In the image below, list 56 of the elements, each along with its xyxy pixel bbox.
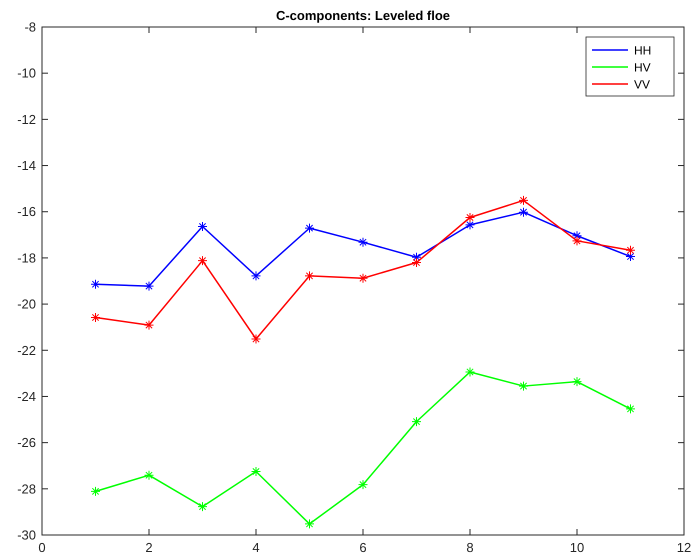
- point: [518, 381, 528, 392]
- legend-label: HV: [634, 60, 651, 74]
- point: [304, 223, 314, 234]
- x-tick-label: 0: [38, 540, 46, 555]
- x-tick-label: 2: [145, 540, 153, 555]
- point: [518, 195, 528, 206]
- point: [90, 312, 100, 322]
- legend-label: HH: [634, 44, 652, 58]
- y-tick-label: -18: [17, 250, 36, 266]
- x-tick-label: 4: [252, 540, 260, 555]
- point: [572, 376, 582, 387]
- legend-label: VV: [634, 78, 650, 92]
- point: [144, 281, 154, 292]
- x-tick-label: 10: [570, 540, 584, 555]
- point: [251, 334, 261, 344]
- chart-title: C-components: Leveled floe: [276, 8, 450, 23]
- point: [144, 470, 154, 480]
- y-tick-label: -8: [24, 20, 36, 34]
- point: [90, 279, 100, 290]
- y-tick-label: -24: [17, 388, 36, 404]
- point: [572, 230, 582, 241]
- point: [198, 502, 208, 512]
- point: [412, 252, 422, 262]
- point: [412, 258, 422, 268]
- point: [518, 207, 528, 218]
- point: [198, 256, 208, 266]
- point: [412, 416, 422, 427]
- y-tick-label: -10: [17, 66, 36, 81]
- point: [90, 486, 100, 496]
- y-tick-label: -16: [17, 204, 36, 220]
- x-tick-label: 8: [466, 540, 474, 555]
- y-tick-label: -22: [17, 342, 36, 358]
- point: [465, 366, 475, 377]
- point: [304, 518, 314, 529]
- point: [465, 212, 475, 222]
- y-tick-label: -28: [17, 481, 36, 496]
- y-tick-label: -14: [17, 158, 36, 174]
- point: [358, 273, 368, 284]
- point: [251, 466, 261, 476]
- point: [572, 236, 582, 246]
- point: [358, 480, 368, 490]
- point: [198, 222, 208, 232]
- point: [304, 270, 314, 281]
- x-tick-label: 12: [676, 540, 692, 555]
- point: [358, 237, 368, 248]
- y-tick-label: -20: [17, 296, 36, 312]
- y-tick-label: -30: [17, 528, 36, 542]
- point: [626, 252, 636, 262]
- point: [144, 320, 154, 330]
- x-tick-label: 6: [359, 540, 367, 555]
- point: [251, 270, 261, 281]
- y-tick-label: -12: [17, 112, 36, 127]
- y-tick-label: -26: [17, 435, 36, 450]
- point: [626, 245, 636, 256]
- point: [626, 404, 636, 414]
- point: [465, 220, 475, 230]
